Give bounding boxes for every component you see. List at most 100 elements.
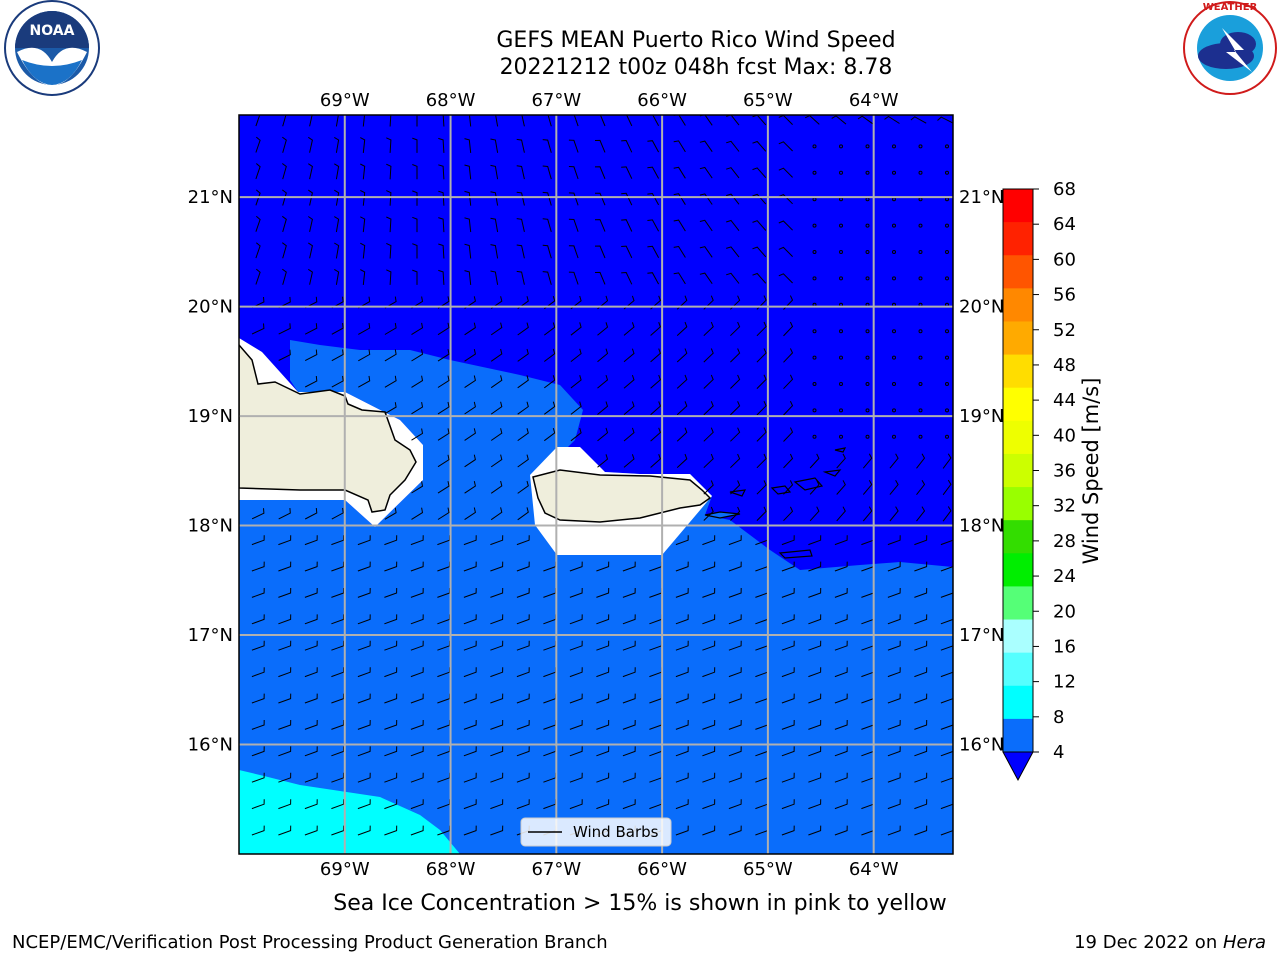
wind-barb: [892, 382, 896, 386]
wind-barb: [783, 400, 794, 416]
wind-barb: [516, 640, 530, 651]
wind-barb: [304, 507, 318, 520]
wind-barb: [812, 250, 817, 254]
wind-barb: [411, 428, 424, 441]
wind-barb: [623, 322, 635, 336]
wind-barb: [914, 614, 928, 625]
wind-barb: [255, 136, 261, 153]
wind-barb: [464, 480, 476, 494]
wind-barb: [334, 136, 340, 153]
wind-barb: [490, 640, 504, 651]
wind-barb: [809, 480, 820, 495]
wind-barb: [918, 250, 923, 254]
wind-barb: [569, 772, 583, 783]
wind-barb: [808, 693, 822, 704]
wind-barb: [730, 321, 741, 337]
wind-barb: [626, 115, 633, 127]
wind-barb: [726, 193, 740, 205]
wind-barb: [331, 640, 345, 651]
map-title: GEFS MEAN Puerto Rico Wind Speed: [496, 28, 896, 53]
wind-barb: [357, 799, 371, 810]
wind-fill-4-8: [239, 340, 953, 854]
wind-barb: [834, 640, 848, 651]
wind-barb: [892, 329, 896, 334]
lat-tick-label: 20°N: [959, 297, 1004, 318]
wind-barb: [702, 614, 716, 625]
wind-barb: [647, 115, 660, 126]
wind-barb: [278, 587, 292, 598]
wind-barb: [783, 453, 794, 469]
wind-barb: [360, 216, 366, 233]
wind-barb: [517, 507, 529, 521]
wind-barb: [251, 746, 265, 757]
lat-tick-label: 17°N: [188, 625, 233, 646]
wind-barb: [752, 246, 767, 258]
wind-barb: [412, 190, 418, 206]
wind-barb: [726, 272, 740, 284]
wind-barb: [464, 507, 476, 521]
wind-barb: [384, 746, 398, 757]
wind-barb: [781, 667, 795, 678]
wind-barb: [781, 799, 795, 810]
wind-barb: [597, 427, 609, 442]
wind-barb: [596, 640, 610, 651]
wind-barb: [490, 587, 504, 598]
wind-barb: [892, 144, 896, 149]
wind-barb: [647, 245, 660, 258]
wind-barb: [781, 693, 795, 704]
lon-tick-label: 68°W: [426, 859, 476, 880]
wind-barb: [596, 719, 610, 730]
wind-barb: [812, 382, 817, 386]
wind-barb: [918, 355, 923, 360]
wind-barb: [783, 321, 794, 337]
wind-barb: [331, 587, 345, 598]
wind-barb: [892, 276, 896, 281]
wind-barb: [437, 322, 450, 336]
wind-barb: [516, 191, 525, 206]
footer-date-text: 19 Dec 2022 on: [1074, 932, 1223, 953]
wind-barb: [887, 693, 901, 704]
wind-barb: [596, 667, 610, 678]
wind-barb: [622, 640, 636, 651]
wind-barb: [282, 215, 287, 233]
wind-barb: [726, 246, 740, 258]
wind-barb: [887, 561, 901, 572]
wind-barb: [464, 454, 476, 468]
wind-barb: [647, 166, 660, 179]
wind-barb: [650, 401, 661, 416]
wind-barb: [304, 799, 318, 810]
wind-barb: [357, 772, 371, 783]
wind-barb: [808, 825, 822, 836]
wind-barb: [331, 667, 345, 678]
colorbar-segment: [1003, 453, 1033, 488]
wind-barb: [752, 272, 767, 284]
wind-barb: [464, 401, 476, 415]
wind-barb: [544, 401, 556, 415]
wind-barb: [304, 561, 318, 572]
wind-fill-8-12: [239, 770, 460, 854]
wind-barb: [251, 719, 265, 730]
land-vieques: [704, 511, 741, 519]
wind-barb: [463, 825, 477, 836]
wind-barb: [594, 166, 606, 179]
wind-barb: [410, 587, 424, 598]
wind-barb: [647, 140, 660, 153]
wind-barb: [569, 561, 583, 572]
wind-barb: [892, 223, 896, 228]
wind-barb: [490, 480, 503, 494]
wind-barb: [945, 223, 949, 228]
wind-barb: [783, 480, 794, 495]
wind-barb: [914, 587, 928, 598]
wind-barb: [464, 138, 472, 153]
colorbar-tick-label: 68: [1053, 179, 1076, 200]
wind-barb: [865, 170, 870, 175]
wind-barb: [411, 322, 424, 336]
wind-barb: [521, 115, 525, 127]
wind-barb: [702, 719, 716, 730]
wind-barb: [464, 270, 472, 285]
wind-barb: [892, 408, 896, 413]
wind-barb: [781, 719, 795, 730]
wind-barb: [357, 719, 371, 730]
wind-barb: [728, 719, 742, 730]
wind-barb: [255, 163, 261, 180]
